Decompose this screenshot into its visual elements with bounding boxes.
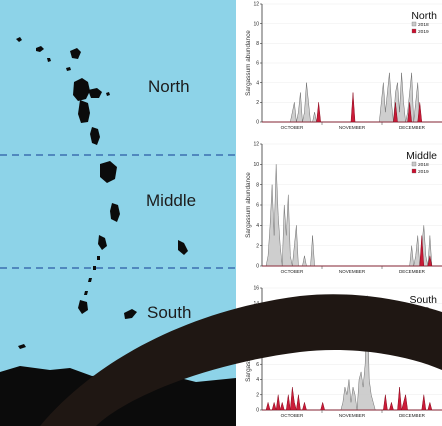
legend-swatch-2019 <box>411 28 417 34</box>
legend-swatch-2018 <box>411 161 417 167</box>
region-label-south: South <box>147 303 191 322</box>
island <box>78 100 90 123</box>
island <box>124 309 137 319</box>
series-area-2019 <box>262 235 442 267</box>
foreground-ring <box>40 294 442 426</box>
y-tick-label: 12 <box>253 142 259 148</box>
x-tick-label: NOVEMBER <box>339 413 366 418</box>
legend-label-2019: 2019 <box>418 169 429 175</box>
island <box>97 256 100 260</box>
y-tick-label: 4 <box>256 223 259 229</box>
island <box>47 58 51 62</box>
x-tick-label: OCTOBER <box>281 413 304 418</box>
y-axis-label: Sargassum abundance <box>245 30 252 96</box>
island <box>73 78 90 101</box>
panel-title: South <box>410 294 438 306</box>
island <box>88 88 102 98</box>
legend-label-2018: 2018 <box>418 22 429 28</box>
y-tick-label: 0 <box>256 120 259 126</box>
panel-title: North <box>411 10 437 22</box>
island <box>110 203 120 222</box>
y-tick-label: 16 <box>253 286 259 292</box>
y-tick-label: 6 <box>256 203 259 209</box>
chart-middle: 0 2 4 6 8 10 12 OCTOBER NOVEMBER DECEMBER Sargassu… <box>245 142 442 274</box>
island <box>16 37 22 42</box>
legend-label-2018: 2018 <box>418 162 429 168</box>
y-tick-label: 4 <box>256 80 259 86</box>
y-tick-label: 2 <box>256 392 259 398</box>
x-tick-label: NOVEMBER <box>339 269 366 274</box>
x-tick-label: NOVEMBER <box>339 125 366 130</box>
y-tick-label: 10 <box>253 21 259 27</box>
chart-north: 0 2 4 6 8 10 12 OCTOBER NOVEMBER DECEMBER Sargassu… <box>245 2 442 130</box>
y-tick-label: 8 <box>256 41 259 47</box>
panel-title: Middle <box>406 150 437 162</box>
y-tick-label: 8 <box>256 182 259 188</box>
island <box>84 291 88 295</box>
x-tick-label: DECEMBER <box>399 269 426 274</box>
y-axis-label: Sargassum abundance <box>245 172 252 238</box>
island <box>178 240 188 255</box>
legend-swatch-2019 <box>411 168 417 174</box>
island <box>18 344 26 349</box>
island <box>106 92 110 96</box>
island <box>70 48 81 59</box>
island <box>100 161 117 183</box>
x-tick-label: OCTOBER <box>281 125 304 130</box>
island <box>78 300 88 314</box>
island <box>36 46 44 52</box>
island <box>88 278 92 282</box>
y-tick-label: 10 <box>253 162 259 168</box>
island <box>90 127 100 145</box>
legend-swatch-2018 <box>411 21 417 27</box>
y-tick-label: 2 <box>256 243 259 249</box>
legend-label-2019: 2019 <box>418 29 429 35</box>
series-area-2019 <box>262 92 442 123</box>
y-tick-label: 4 <box>256 377 259 383</box>
y-tick-label: 6 <box>256 61 259 67</box>
x-tick-label: DECEMBER <box>399 413 426 418</box>
y-tick-label: 2 <box>256 100 259 106</box>
y-tick-label: 0 <box>256 408 259 414</box>
series-area-2019 <box>262 387 442 411</box>
region-label-middle: Middle <box>146 191 196 210</box>
y-tick-label: 6 <box>256 362 259 368</box>
x-tick-label: OCTOBER <box>281 269 304 274</box>
island <box>98 235 107 250</box>
x-tick-label: DECEMBER <box>399 125 426 130</box>
island <box>93 266 96 270</box>
y-tick-label: 12 <box>253 2 259 8</box>
y-tick-label: 0 <box>256 264 259 270</box>
island <box>66 67 71 71</box>
map-panel: North Middle South <box>0 0 236 426</box>
region-label-north: North <box>148 77 190 96</box>
